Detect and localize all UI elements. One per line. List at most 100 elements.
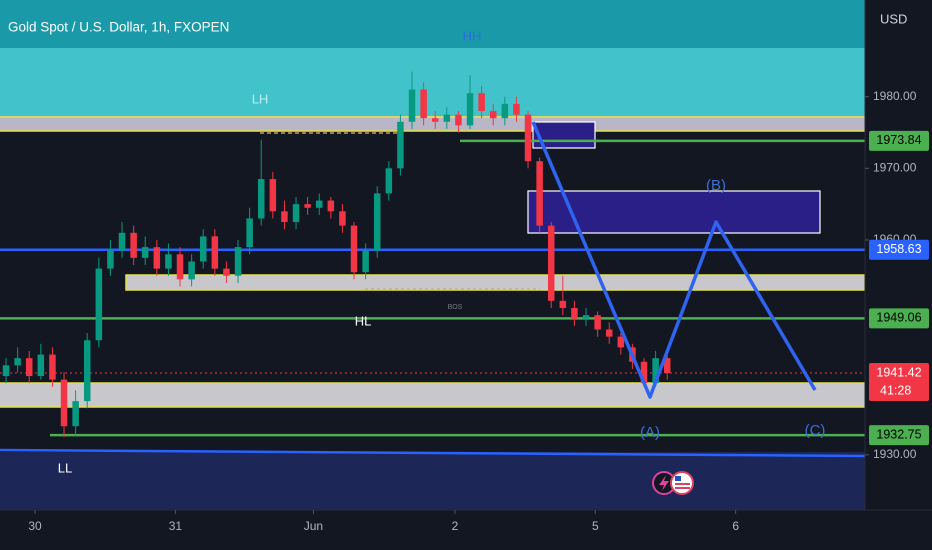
wave-path: [531, 121, 817, 399]
candle-body: [211, 236, 219, 269]
candle-body: [362, 250, 369, 273]
trend-line: [0, 448, 866, 458]
cyan-zone: [0, 48, 865, 116]
candle-body: [188, 261, 195, 280]
x-tick-label: 2: [452, 519, 459, 533]
x-tick-label: 31: [169, 519, 183, 533]
annotation: LH: [252, 91, 269, 106]
icon-glyph: [659, 475, 669, 491]
gray-zone: [0, 383, 865, 407]
candle-body: [95, 268, 103, 341]
candle-body: [385, 168, 393, 194]
candle-body: [315, 200, 323, 208]
candle-body: [118, 232, 126, 251]
candle-body: [49, 354, 56, 380]
candle-body: [582, 315, 590, 319]
y-tick-label: 1980.00: [873, 89, 917, 103]
price-label-box: [869, 308, 929, 329]
candle-body: [25, 358, 33, 377]
countdown: 41:28: [880, 383, 911, 397]
candle-body: [234, 247, 242, 276]
candle-body: [176, 254, 184, 280]
candle-body: [489, 111, 497, 119]
x-tick-label: Jun: [304, 519, 323, 533]
candle-body: [663, 358, 671, 374]
candle-body: [652, 358, 659, 384]
candle-body: [107, 250, 114, 269]
candle-body: [420, 89, 427, 119]
candle-body: [559, 300, 567, 309]
candle-body: [617, 336, 625, 348]
candle-body: [350, 225, 358, 273]
plot: [0, 71, 865, 437]
annotation: (A): [640, 424, 660, 441]
chart-title: Gold Spot / U.S. Dollar, 1h, FXOPEN: [8, 20, 229, 35]
annotation: HH: [463, 28, 482, 43]
price-label: 1958.63: [876, 242, 921, 256]
candle-body: [455, 114, 462, 126]
price-axis: [865, 0, 932, 550]
candle-body: [640, 361, 648, 384]
candle-body: [536, 161, 543, 226]
currency-label: USD: [880, 11, 907, 26]
candle-body: [594, 315, 601, 330]
candle-body: [60, 379, 68, 427]
candle-body: [304, 204, 311, 208]
time-axis: [0, 510, 865, 550]
candle-body: [466, 93, 474, 126]
candle-body: [327, 200, 335, 212]
candle-body: [501, 103, 509, 119]
price-label-box: [869, 130, 929, 151]
price-label-box: [869, 363, 929, 402]
x-tick-label: 6: [732, 519, 739, 533]
annotation: HL: [355, 313, 372, 328]
candle-body: [72, 401, 79, 427]
candle-body: [153, 247, 161, 269]
candle-body: [524, 114, 532, 162]
candle-body: [223, 268, 230, 276]
candle-body: [547, 225, 555, 301]
candle-body: [431, 118, 439, 122]
top-zone: [0, 0, 865, 48]
candle-body: [373, 193, 381, 251]
candle-body: [14, 358, 21, 366]
y-tick-label: 1930.00: [873, 447, 917, 461]
candle-body: [2, 365, 10, 377]
candle-body: [281, 211, 288, 223]
candle-body: [397, 121, 404, 169]
annotation: (C): [805, 422, 826, 439]
candle-body: [571, 308, 578, 319]
candle-body: [257, 179, 265, 219]
gray-zone: [0, 116, 865, 131]
candle-body: [443, 114, 451, 122]
event-icons: [652, 471, 694, 495]
price-label: 1932.75: [876, 427, 921, 441]
candle-body: [269, 179, 277, 212]
price-label-box: [869, 239, 929, 260]
bottom-zone: [0, 452, 865, 510]
y-tick-label: 1970.00: [873, 161, 917, 175]
candle-body: [246, 218, 253, 248]
candle-body: [199, 236, 207, 262]
candle-body: [513, 103, 520, 115]
candle-body: [37, 354, 45, 377]
price-label: 1949.06: [876, 311, 921, 325]
candle-body: [478, 93, 485, 112]
candle-body: [292, 204, 300, 223]
annotation: BOS: [448, 304, 463, 311]
candle-body: [83, 340, 91, 402]
candle-body: [339, 211, 346, 226]
icon-glyph: [675, 476, 681, 481]
candle-body: [165, 254, 172, 269]
candle-body: [408, 89, 416, 122]
price-label: 1941.42: [876, 365, 921, 379]
annotation: LL: [58, 460, 72, 475]
candle-body: [605, 329, 613, 337]
candle-body: [130, 232, 137, 258]
price-label: 1973.84: [876, 133, 921, 147]
x-tick-label: 30: [28, 519, 42, 533]
x-tick-label: 5: [592, 519, 599, 533]
price-label-box: [869, 425, 929, 446]
